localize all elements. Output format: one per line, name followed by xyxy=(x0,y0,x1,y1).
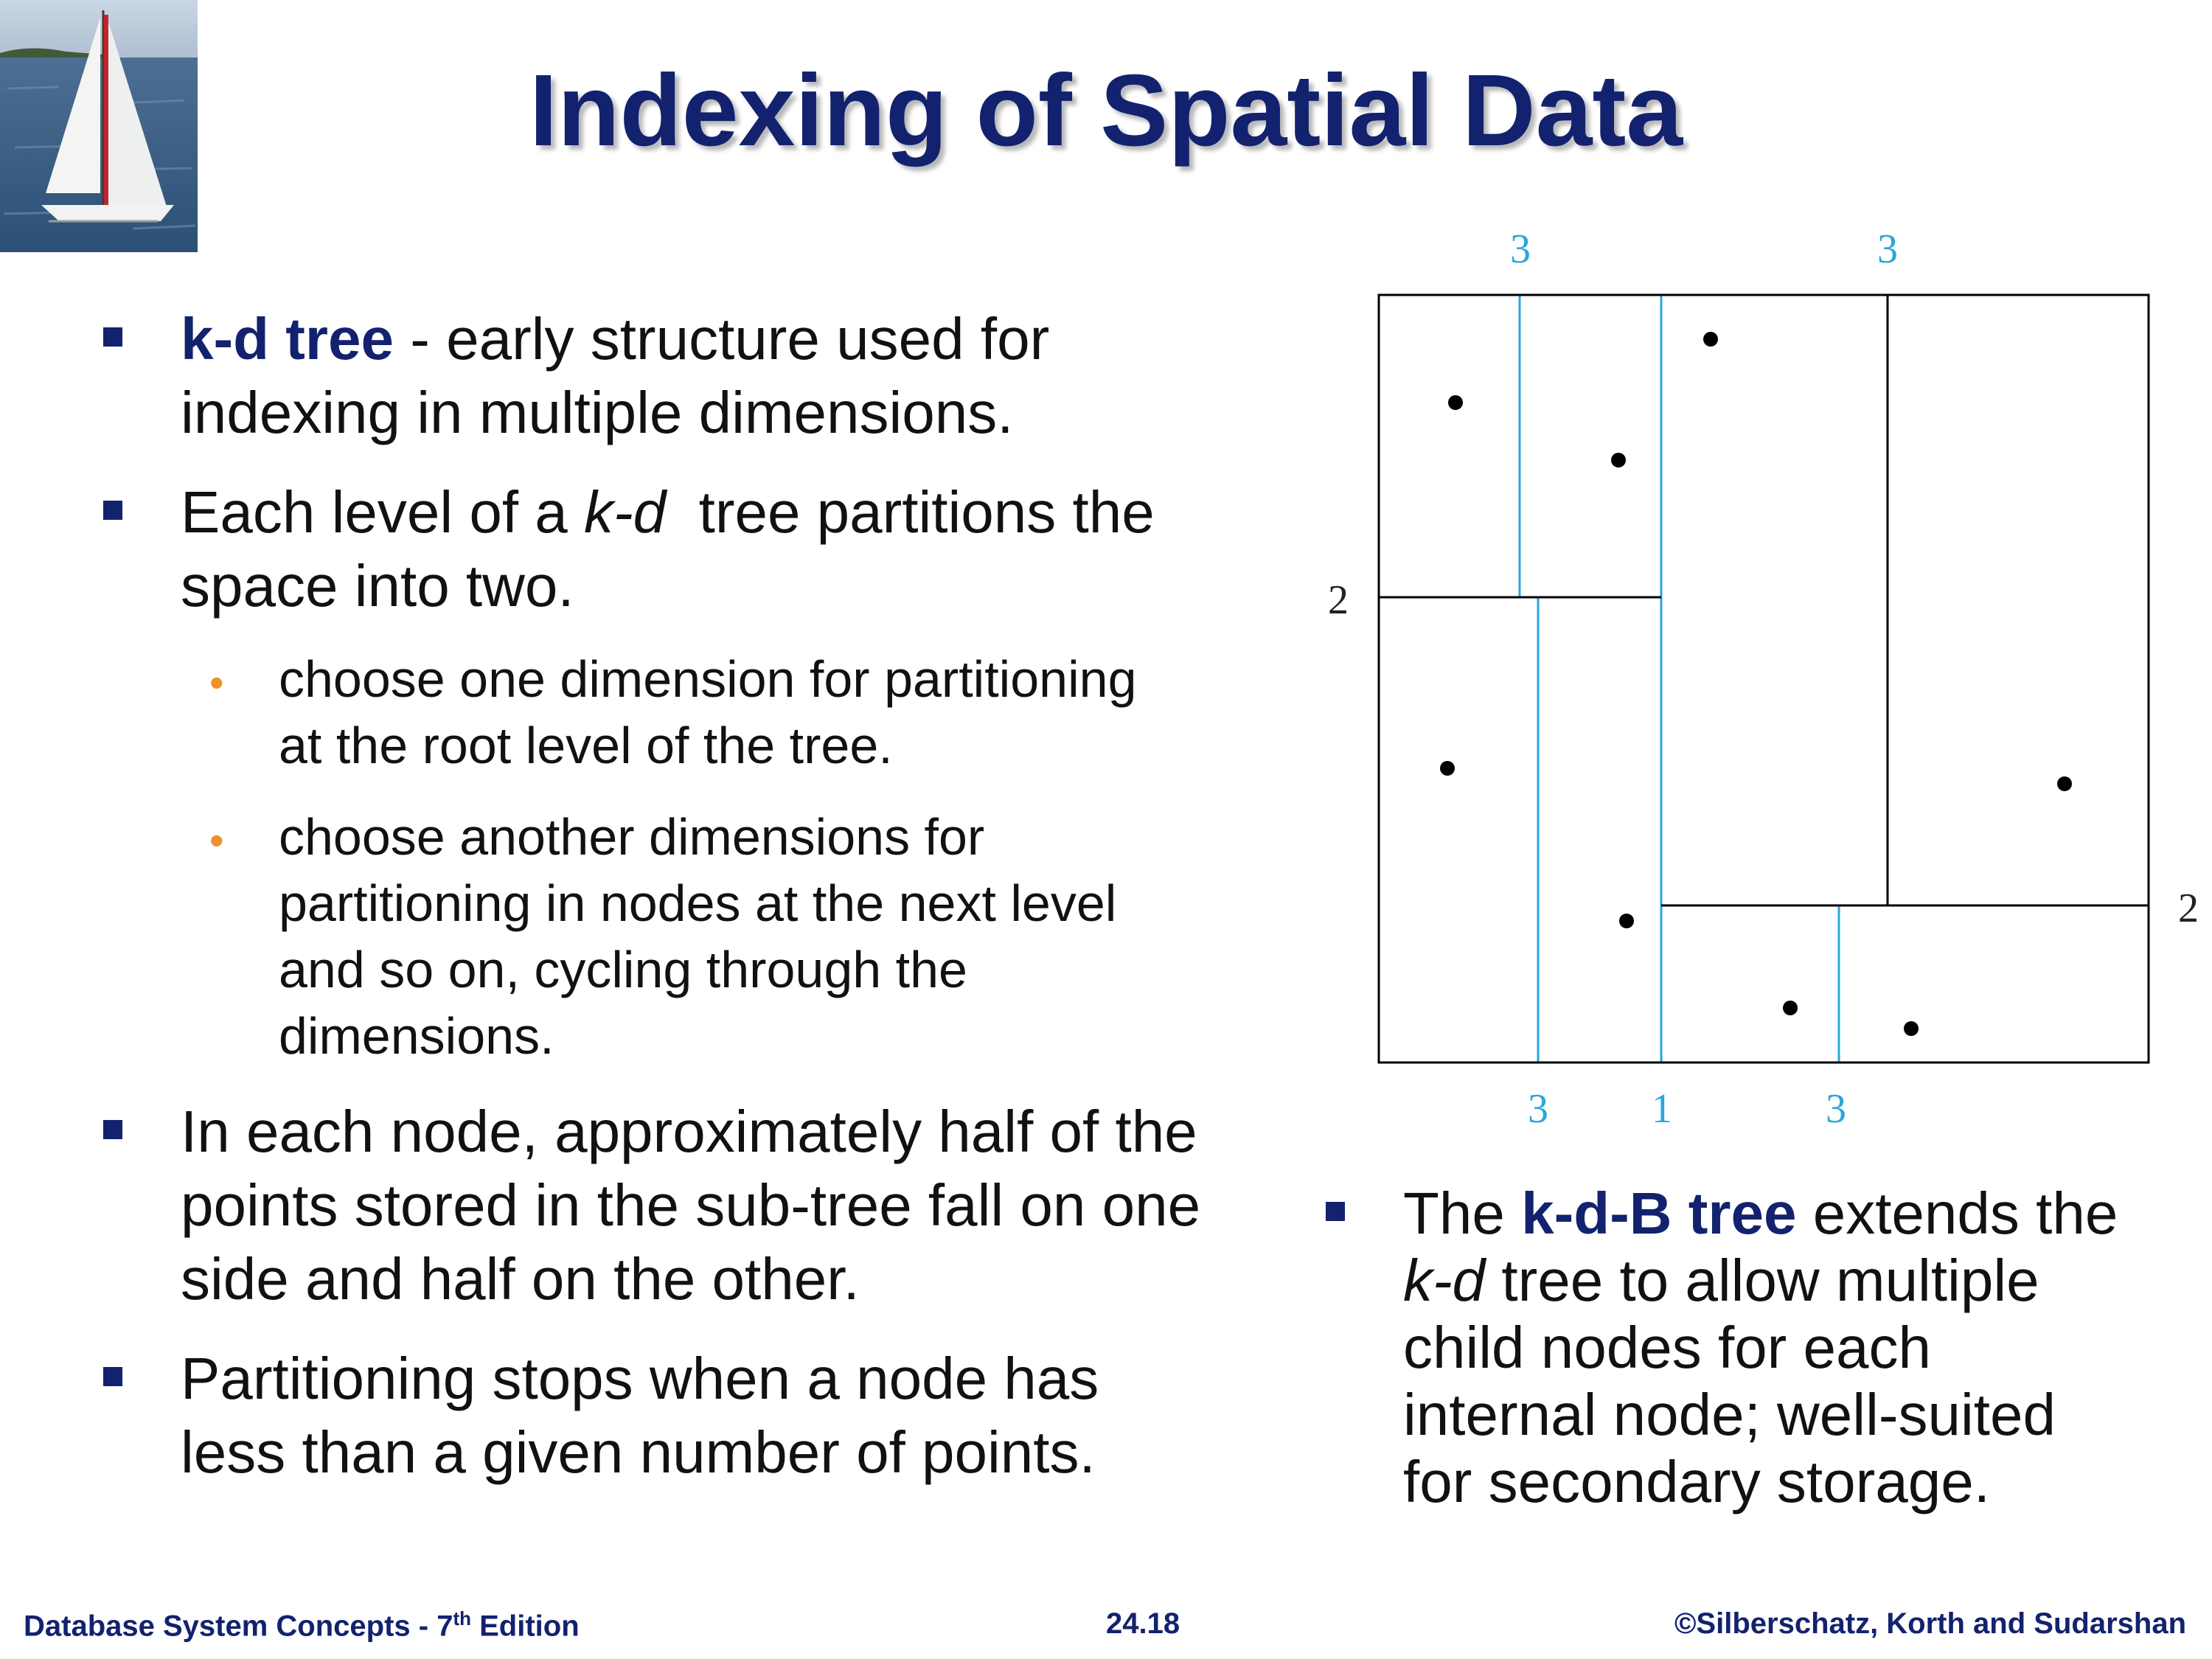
split-label-right: 2 xyxy=(2178,886,2199,931)
split-label-top-right: 3 xyxy=(1877,226,1898,272)
bullet-half-points: In each node, approximately half of the … xyxy=(103,1095,1200,1316)
sub-bullet-dot: • xyxy=(209,817,224,863)
bullet-kdb-tree: The k-d-B tree extends the k-d tree to a… xyxy=(1326,1180,2118,1515)
split-label-left: 2 xyxy=(1328,577,1349,623)
split-label-bottom-left: 3 xyxy=(1528,1086,1548,1132)
data-point xyxy=(1904,1021,1919,1036)
bullet-marker xyxy=(103,1367,122,1386)
split-label-bottom-right: 3 xyxy=(1826,1086,1846,1132)
data-point xyxy=(1703,332,1718,347)
bullet-marker xyxy=(1326,1202,1345,1221)
footer-slide-number: 24.18 xyxy=(1106,1607,1180,1640)
bullet-marker xyxy=(103,1120,122,1139)
bullet-partition-levels: Each level of a k-d tree partitions the … xyxy=(103,476,1155,623)
data-point xyxy=(1440,761,1455,776)
sub-bullet-cycle-dimensions: • choose another dimensions for partitio… xyxy=(209,808,1117,1065)
bullet-marker xyxy=(103,327,122,347)
sub-bullet-dot: • xyxy=(209,659,224,706)
footer-copyright: ©Silberschatz, Korth and Sudarshan xyxy=(1674,1607,2186,1640)
sub-bullet-root-dimension: • choose one dimension for partitioning … xyxy=(209,650,1137,774)
kd-tree-partition-diagram: 3 3 2 2 3 1 3 xyxy=(1328,226,2199,1132)
bullet-kd-tree: k-d tree - early structure used for inde… xyxy=(103,302,1049,450)
term-kd-tree: k-d tree xyxy=(181,306,394,372)
data-point xyxy=(1448,395,1463,410)
slide-title: Indexing of Spatial Data xyxy=(529,54,1683,167)
slide-footer: Database System Concepts - 7th Edition 2… xyxy=(0,1607,2212,1644)
footer-book-title: Database System Concepts - 7th Edition xyxy=(24,1607,580,1643)
data-point xyxy=(1783,1001,1798,1015)
bullet-stop-partitioning: Partitioning stops when a node has less … xyxy=(103,1342,1099,1489)
space-boundary xyxy=(1377,293,2150,1064)
split-label-top-left: 3 xyxy=(1510,226,1531,272)
data-point xyxy=(1619,914,1634,928)
split-label-bottom-mid: 1 xyxy=(1652,1086,1672,1132)
bullet-marker xyxy=(103,501,122,520)
data-point xyxy=(2057,776,2072,791)
sailboat-logo xyxy=(0,0,198,252)
data-point xyxy=(1611,453,1626,467)
term-kdb-tree: k-d-B tree xyxy=(1521,1180,1797,1246)
